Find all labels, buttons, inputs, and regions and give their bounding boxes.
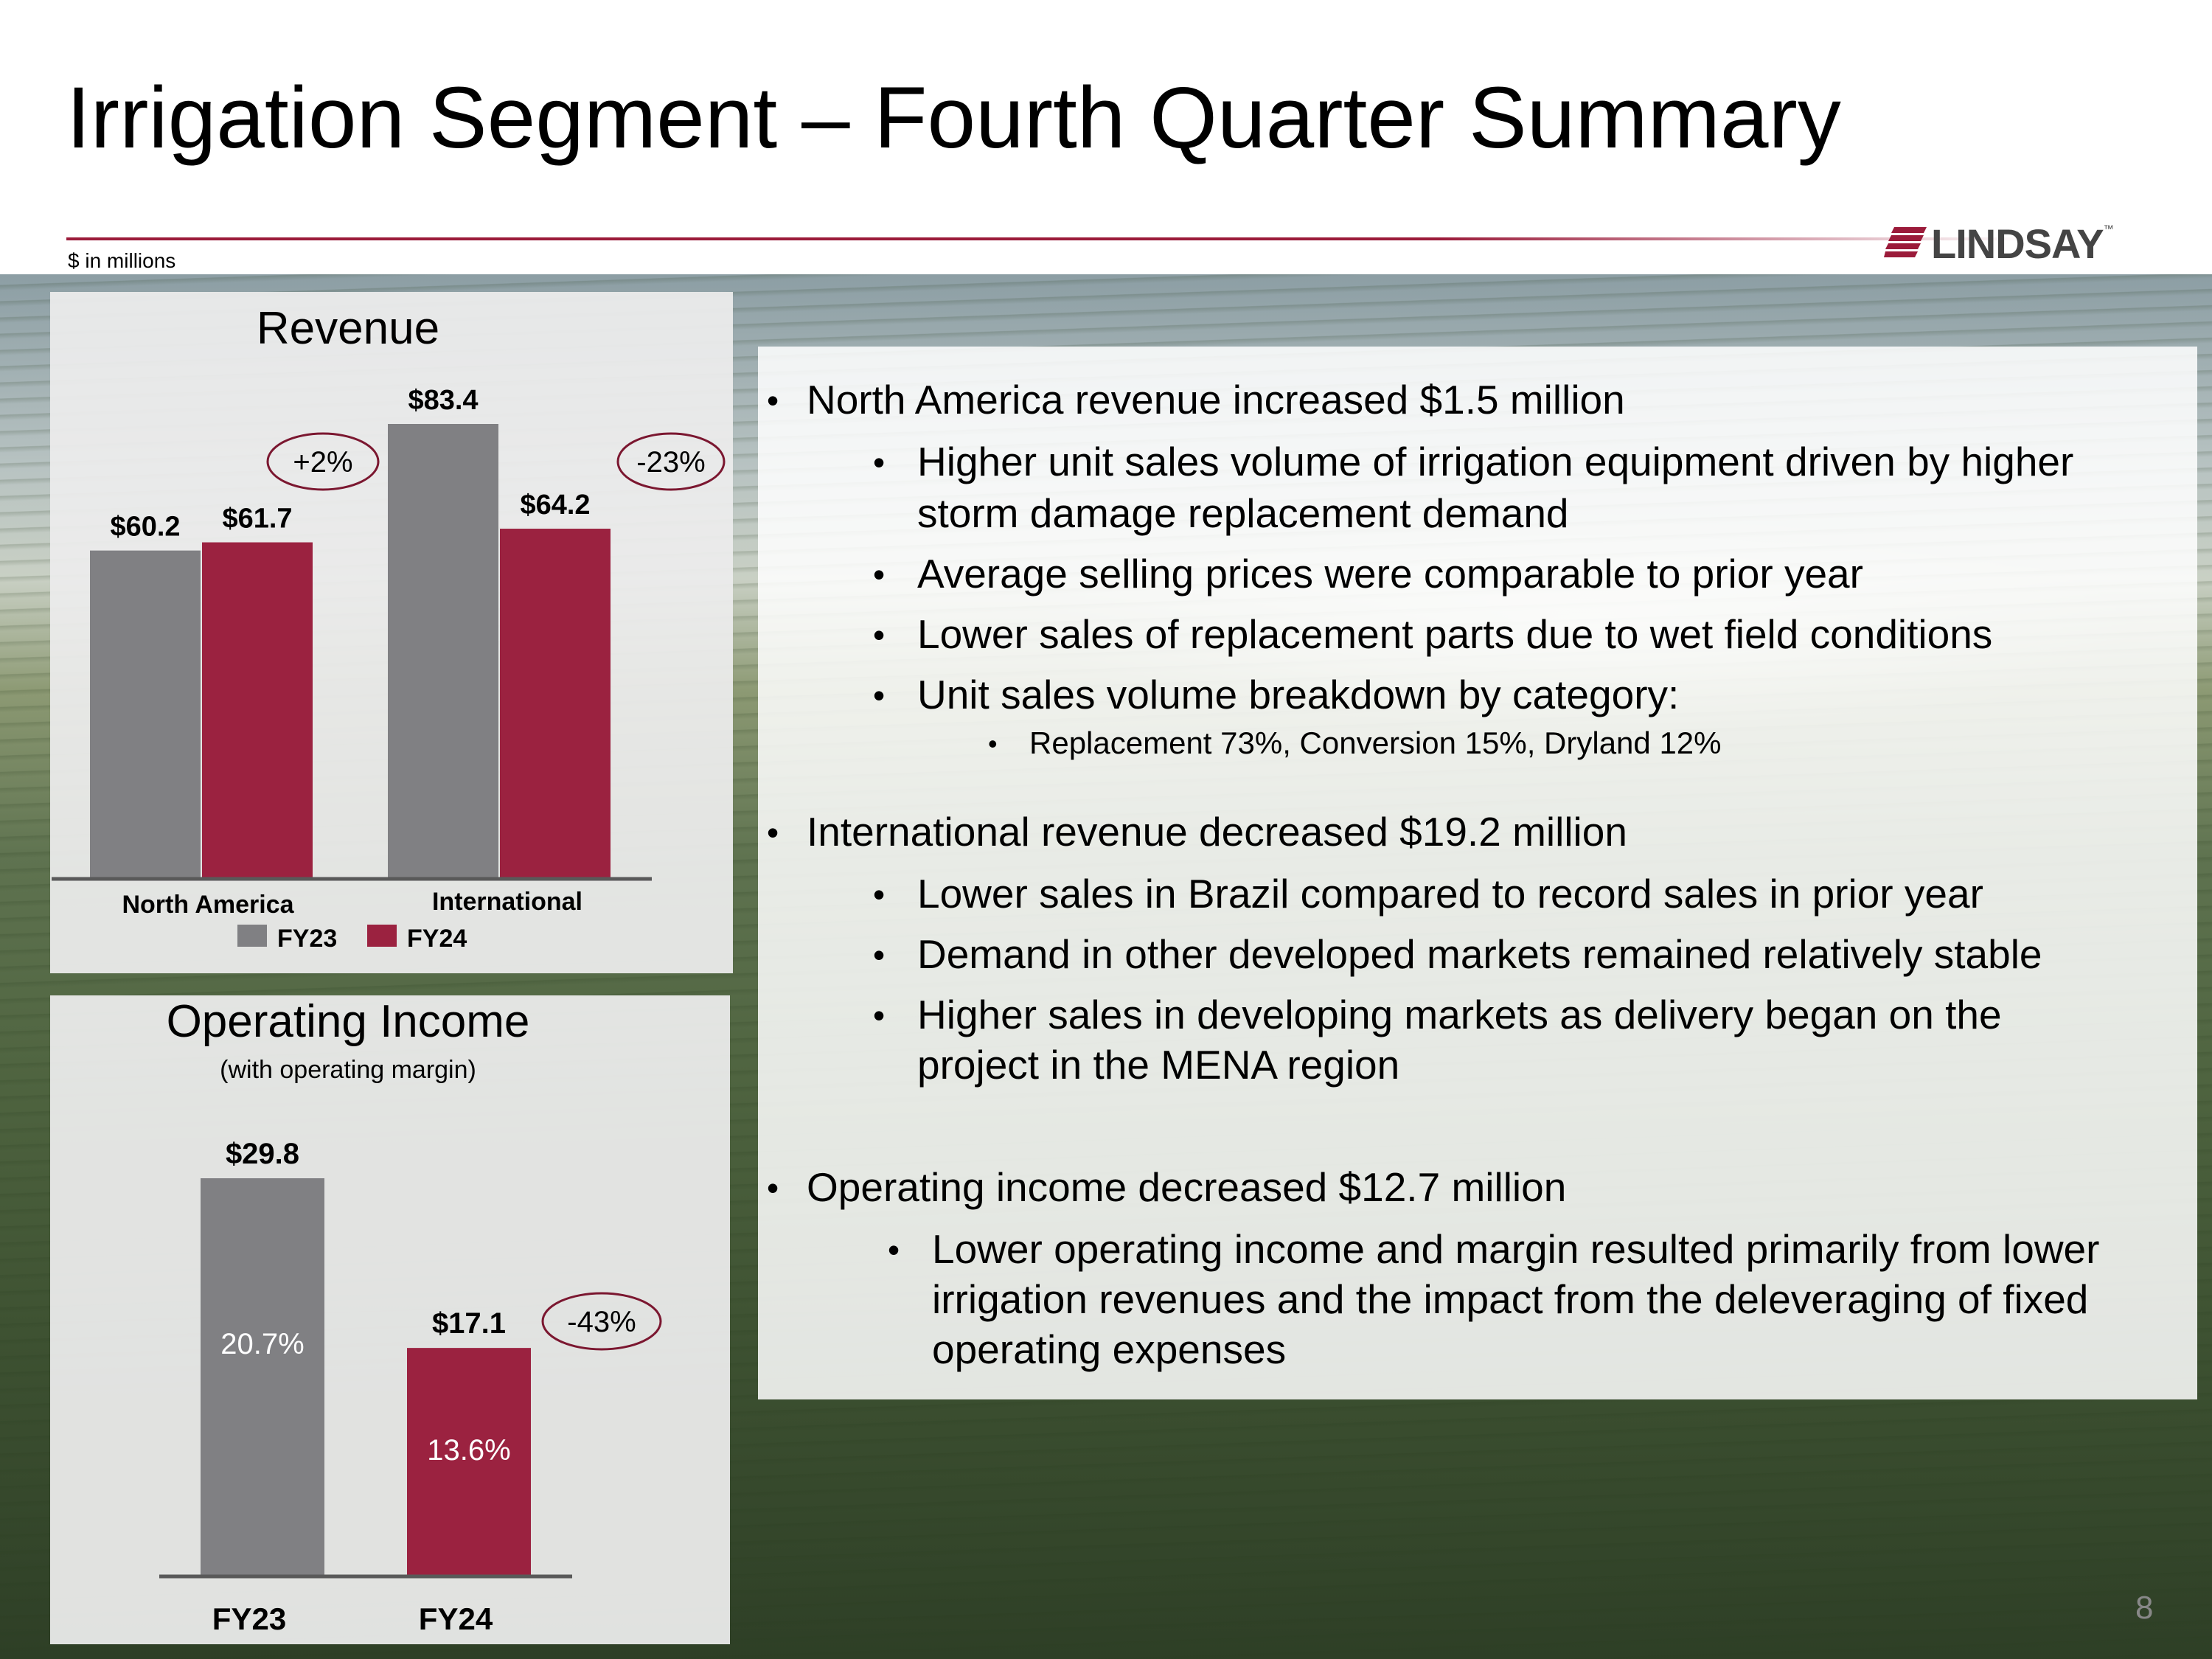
logo-trademark: ™ <box>2103 223 2114 234</box>
change-oval <box>541 1292 662 1351</box>
operating-income-panel <box>50 995 730 1644</box>
op-bar-value-label: $17.1 <box>432 1307 506 1340</box>
slide-title: Irrigation Segment – Fourth Quarter Summ… <box>66 69 1841 167</box>
bullet-text-intl-2: Demand in other developed markets remain… <box>917 931 2042 977</box>
op-margin-label: 20.7% <box>220 1328 304 1360</box>
bar-value-label: $64.2 <box>520 490 590 521</box>
operating-income-chart-subtitle: (with operating margin) <box>220 1056 476 1084</box>
revenue-chart-title: Revenue <box>256 303 440 354</box>
op-bar-fy24 <box>407 1348 531 1576</box>
title-rule <box>66 237 2028 240</box>
bullet-text-op-1: Lower operating income and margin result… <box>932 1226 2100 1272</box>
op-margin-label: 13.6% <box>427 1434 510 1467</box>
revenue-category-label: International <box>432 888 582 916</box>
op-bar-fy23 <box>201 1178 324 1576</box>
bullet-dot: • <box>988 728 998 759</box>
operating-income-chart-title: Operating Income <box>166 996 530 1047</box>
bullet-text-na-4a: Replacement 73%, Conversion 15%, Dryland… <box>1029 726 1722 760</box>
lindsay-logo: LINDSAY ™ <box>1884 220 2164 267</box>
bullet-text-op-1b: irrigation revenues and the impact from … <box>932 1276 2089 1322</box>
bullet-dot: • <box>873 875 886 914</box>
bullet-text-intl-1: Lower sales in Brazil compared to record… <box>917 871 1983 917</box>
bullet-dot: • <box>767 813 779 852</box>
bullet-text-na-1b: storm damage replacement demand <box>917 490 1569 536</box>
revenue-change-label: -23% <box>636 446 705 479</box>
bullet-dot: • <box>873 676 886 714</box>
bullet-dot: • <box>873 936 886 974</box>
legend-swatch-fy23 <box>237 925 267 947</box>
logo-stripes-icon <box>1884 227 1927 257</box>
commentary-panel <box>758 347 2197 1399</box>
bar-fy23-0 <box>90 550 201 879</box>
bar-value-label: $83.4 <box>408 385 478 416</box>
bullet-dot: • <box>873 616 886 654</box>
bullet-text-na-4: Unit sales volume breakdown by category: <box>917 672 1680 717</box>
bullet-text-na-2: Average selling prices were comparable t… <box>917 551 1863 597</box>
bullet-dot: • <box>873 443 886 481</box>
bullet-dot: • <box>767 381 779 420</box>
legend-label-fy24: FY24 <box>407 925 467 953</box>
bullet-text-na-3: Lower sales of replacement parts due to … <box>917 611 1993 657</box>
change-oval <box>266 432 380 491</box>
bullet-text-intl-3b: project in the MENA region <box>917 1042 1400 1088</box>
legend-label-fy23: FY23 <box>277 925 337 953</box>
revenue-change-label: +2% <box>293 446 352 479</box>
bar-value-label: $61.7 <box>222 504 292 535</box>
bar-value-label: $60.2 <box>110 512 180 543</box>
op-category-label: FY24 <box>419 1601 493 1636</box>
bullet-text-intl-head: International revenue decreased $19.2 mi… <box>807 809 1627 855</box>
op-change-label: -43% <box>567 1306 636 1338</box>
op-category-label: FY23 <box>212 1601 286 1636</box>
bullet-text-op-head: Operating income decreased $12.7 million <box>807 1164 1567 1210</box>
page-number: 8 <box>2135 1590 2154 1626</box>
bullet-text-na-head: North America revenue increased $1.5 mil… <box>807 377 1625 422</box>
bar-fy23-1 <box>388 424 498 879</box>
units-note: $ in millions <box>68 249 176 272</box>
change-oval <box>616 432 726 491</box>
op-bar-value-label: $29.8 <box>226 1138 299 1170</box>
logo-wordmark: LINDSAY <box>1931 220 2104 267</box>
bar-fy24-0 <box>202 542 313 879</box>
bullet-dot: • <box>888 1231 900 1269</box>
bullet-text-op-1c: operating expenses <box>932 1326 1287 1372</box>
bullet-dot: • <box>767 1169 779 1207</box>
bullet-text-intl-3: Higher sales in developing markets as de… <box>917 992 2002 1037</box>
legend-swatch-fy24 <box>367 925 397 947</box>
bullet-dot: • <box>873 555 886 594</box>
bullet-text-na-1: Higher unit sales volume of irrigation e… <box>917 439 2074 484</box>
revenue-category-label: North America <box>122 891 294 919</box>
bullet-dot: • <box>873 996 886 1034</box>
bar-fy24-1 <box>500 529 611 879</box>
